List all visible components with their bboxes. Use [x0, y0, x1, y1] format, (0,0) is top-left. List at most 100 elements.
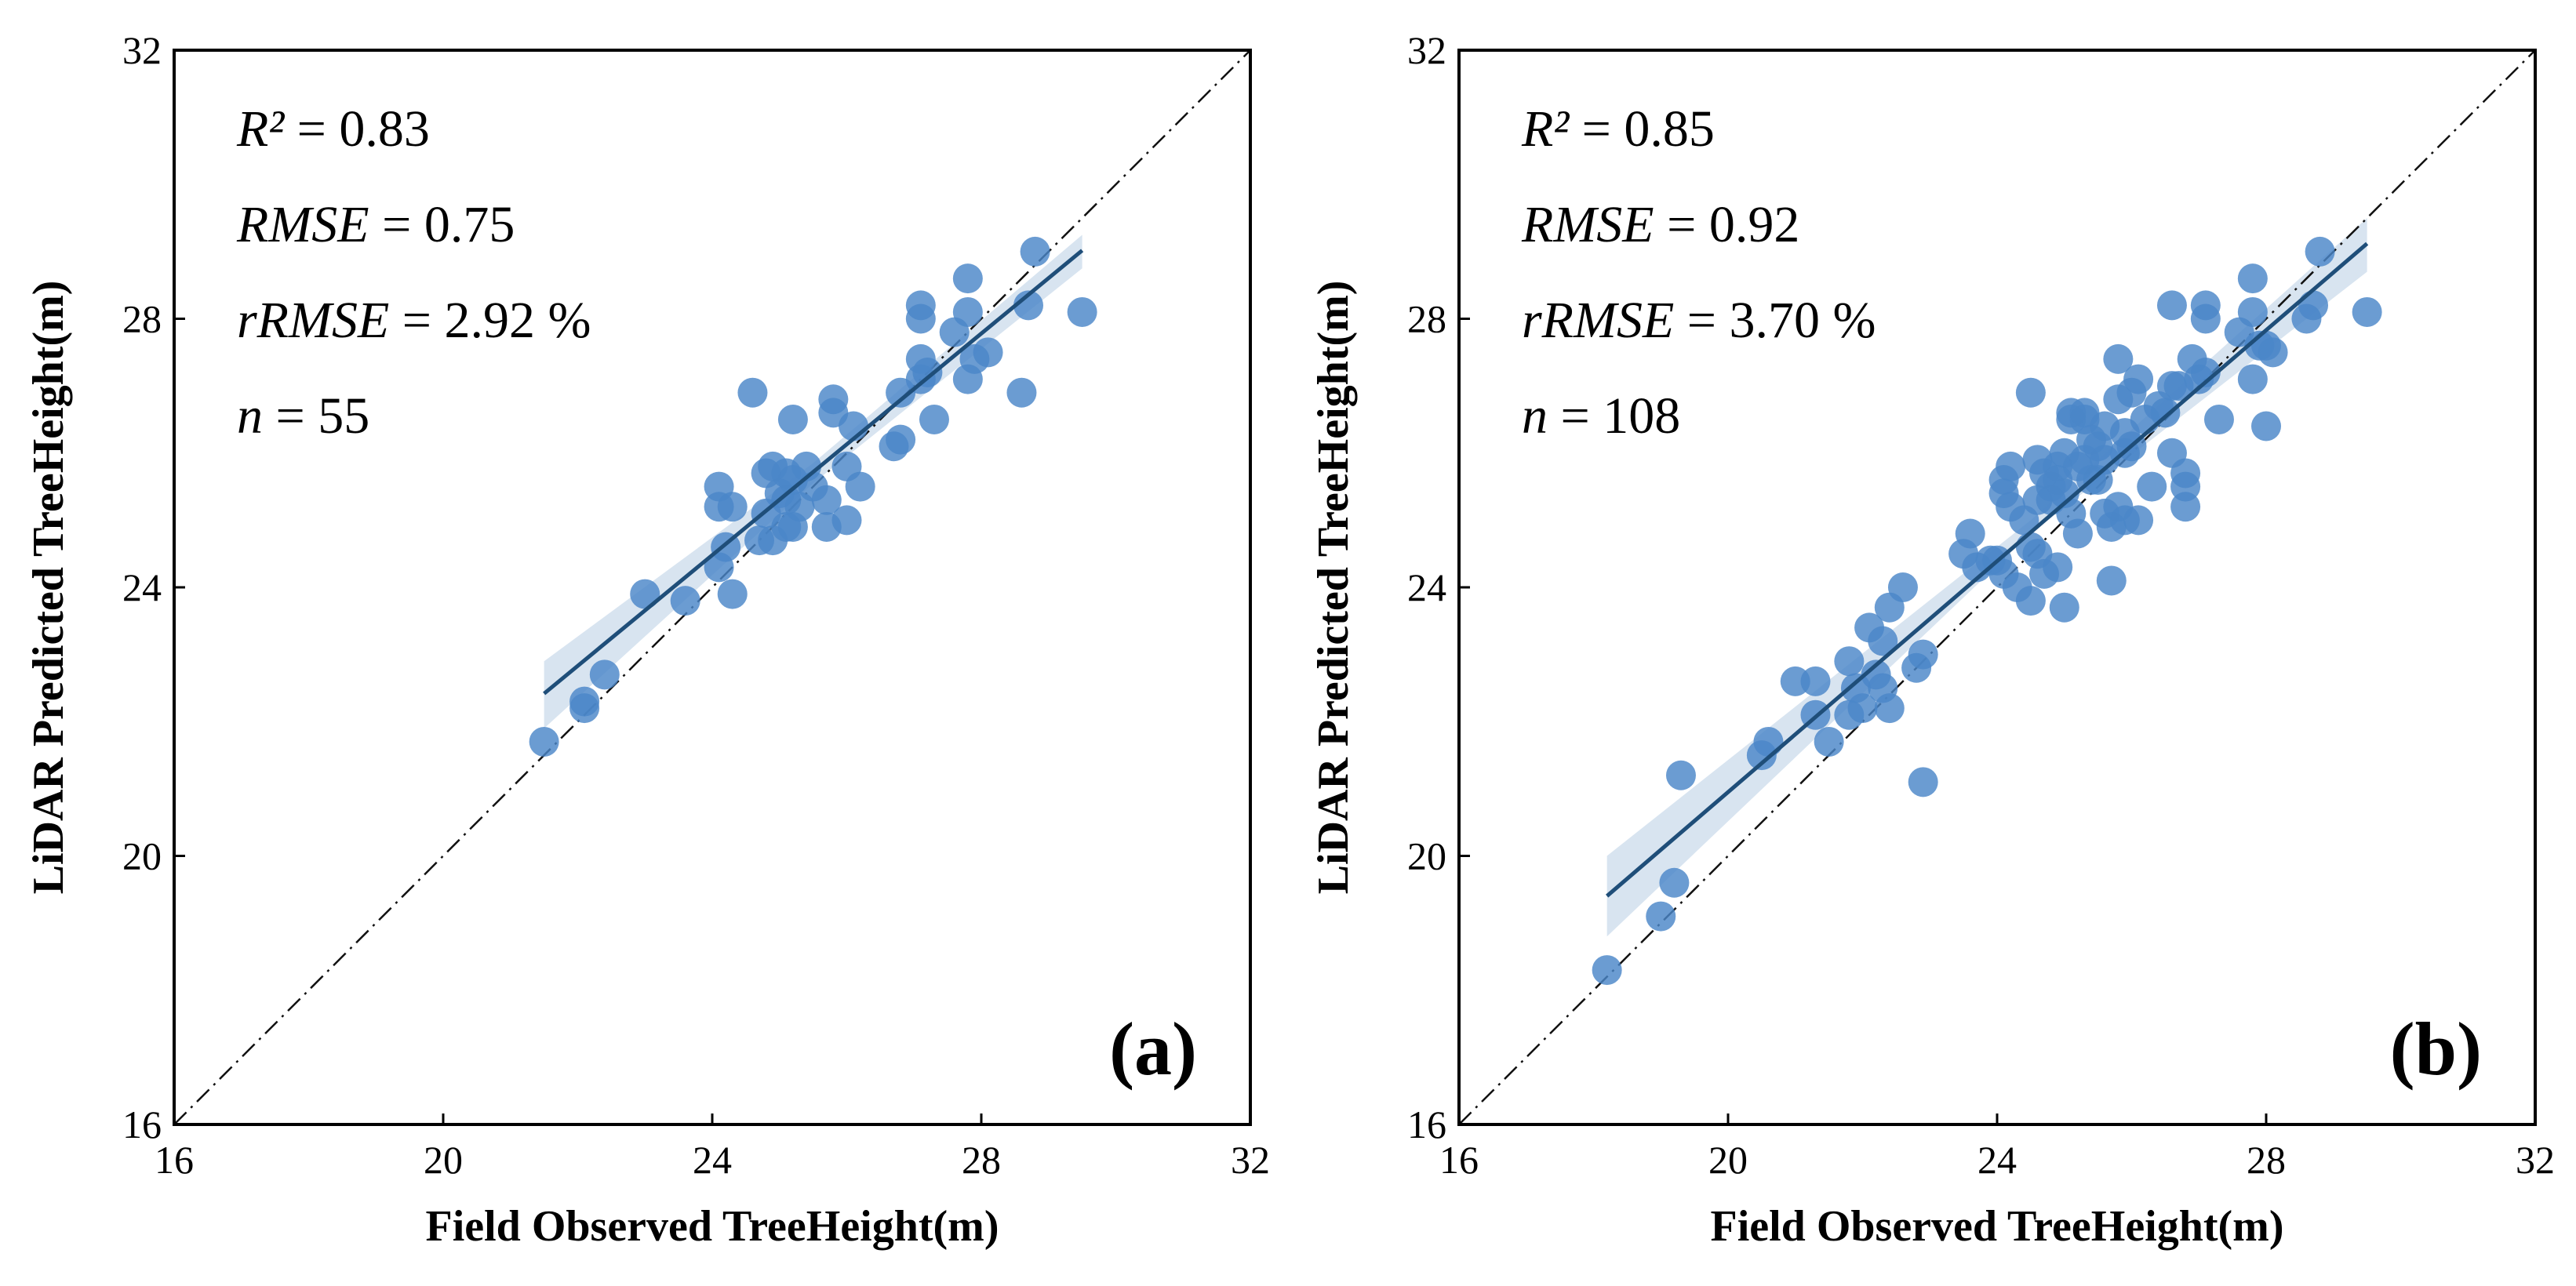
data-point [2177, 343, 2207, 374]
regression-line [1606, 242, 2369, 898]
data-point [2258, 337, 2288, 368]
n-value: 108 [1603, 387, 1680, 445]
data-point [589, 659, 620, 690]
r2-annotation: R² = 0.83 [236, 100, 430, 158]
data-point [1020, 236, 1050, 267]
rrmse-equals: = [1674, 292, 1729, 349]
y-tick-label: 32 [122, 28, 162, 72]
y-tick-label: 24 [1407, 565, 1446, 609]
r2-equals: = [1569, 100, 1624, 158]
data-point [2022, 485, 2053, 515]
x-tick-label: 16 [155, 1138, 194, 1182]
y-tick-label: 16 [122, 1103, 162, 1146]
data-point [1592, 955, 1622, 986]
data-point [1646, 901, 1676, 932]
r2-label: R² [1521, 100, 1570, 158]
panel-label: (a) [1109, 1007, 1197, 1091]
data-point [973, 337, 1003, 368]
data-point [1975, 545, 2006, 576]
x-tick-label: 24 [1977, 1138, 2017, 1182]
data-point [2103, 343, 2134, 374]
x-tick-label: 32 [2516, 1138, 2555, 1182]
data-point [1887, 572, 1918, 602]
n-label: n [237, 387, 263, 445]
r2-value: 0.83 [339, 100, 430, 158]
data-point [1006, 377, 1037, 408]
rrmse-value: 3.70 % [1730, 292, 1876, 349]
data-point [905, 290, 936, 321]
data-point [717, 492, 748, 522]
data-point [1868, 626, 1898, 656]
regression-line [543, 249, 1084, 696]
data-point [2190, 290, 2221, 321]
y-tick-label: 24 [122, 565, 162, 609]
r2-label: R² [236, 100, 285, 158]
data-point [670, 586, 700, 616]
r2-equals: = [284, 100, 339, 158]
rmse-equals: = [369, 196, 424, 253]
data-point [1814, 726, 1844, 757]
x-tick-label: 28 [2247, 1138, 2286, 1182]
y-tick-label: 16 [1407, 1103, 1446, 1146]
data-point [2237, 263, 2268, 294]
data-point [2170, 492, 2201, 522]
rrmse-equals: = [389, 292, 444, 349]
data-point [1665, 760, 1696, 790]
reference-line [173, 49, 1251, 1125]
data-point [2237, 296, 2268, 327]
data-point [845, 471, 875, 502]
rrmse-annotation: rRMSE = 3.70 % [1522, 292, 1876, 349]
y-tick-label: 28 [122, 297, 162, 341]
data-point [2251, 411, 2281, 441]
data-point [1013, 290, 1044, 321]
rrmse-value: 2.92 % [445, 292, 591, 349]
data-point [831, 505, 862, 536]
y-ticks: 16 20 24 28 32 [122, 28, 185, 1146]
data-point [1800, 666, 1831, 696]
x-axis-title: Field Observed TreeHeight(m) [1711, 1202, 2284, 1251]
rmse-annotation: RMSE = 0.92 [1521, 196, 1799, 253]
data-point [1840, 673, 1871, 703]
data-point [2062, 518, 2093, 549]
data-point [952, 263, 983, 294]
reference-line [1458, 49, 2536, 1125]
rrmse-label: rRMSE [1522, 292, 1674, 349]
data-point [2143, 391, 2174, 421]
panel-label: (b) [2390, 1007, 2482, 1091]
data-point [1874, 693, 1905, 724]
one-to-one-line [1458, 49, 2536, 1125]
data-point [529, 726, 559, 757]
data-point [2352, 296, 2382, 327]
x-ticks: 16 20 24 28 32 [1439, 1113, 2555, 1182]
n-equals: = [263, 387, 318, 445]
rmse-label: RMSE [236, 196, 369, 253]
rmse-annotation: RMSE = 0.75 [236, 196, 515, 253]
panel-a: 16 20 24 28 32 16 20 24 28 32 Field Observed Tre… [24, 28, 1270, 1251]
y-axis-title: LiDAR Predicted TreeHeight(m) [1309, 281, 1358, 895]
one-to-one-line [173, 49, 1251, 1125]
rrmse-annotation: rRMSE = 2.92 % [237, 292, 591, 349]
data-point [2123, 505, 2154, 536]
data-point [2083, 431, 2113, 462]
data-point [630, 579, 660, 609]
rmse-value: 0.75 [424, 196, 515, 253]
y-tick-label: 20 [122, 834, 162, 878]
data-point [2096, 565, 2127, 596]
n-label: n [1522, 387, 1548, 445]
rmse-equals: = [1654, 196, 1709, 253]
data-point [886, 424, 916, 455]
data-point [2203, 404, 2234, 434]
data-point [737, 377, 768, 408]
n-value: 55 [318, 387, 369, 445]
y-ticks: 16 20 24 28 32 [1407, 28, 1470, 1146]
data-point [2137, 471, 2167, 502]
data-point [771, 485, 802, 515]
rmse-label: RMSE [1521, 196, 1654, 253]
data-point [777, 404, 808, 434]
x-tick-label: 20 [424, 1138, 463, 1182]
x-tick-label: 28 [962, 1138, 1001, 1182]
data-point [2015, 377, 2046, 408]
data-point [2156, 290, 2187, 321]
data-point [2015, 586, 2046, 616]
